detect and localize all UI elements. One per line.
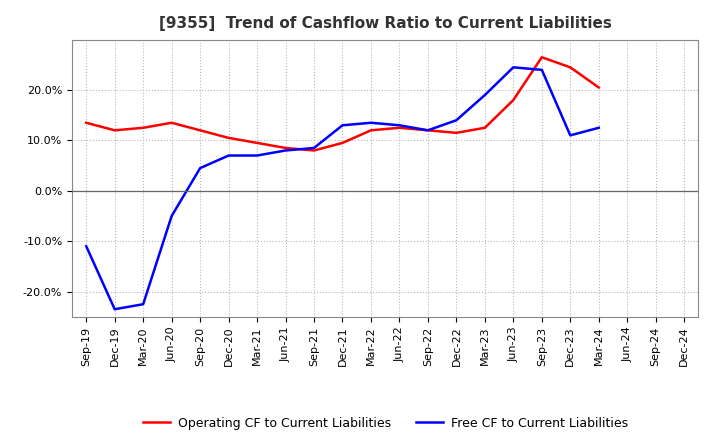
Free CF to Current Liabilities [110, 307, 119, 312]
Operating CF to Current Liabilities [566, 65, 575, 70]
Free CF to Current Liabilities [225, 153, 233, 158]
Operating CF to Current Liabilities [282, 145, 290, 150]
Operating CF to Current Liabilities [338, 140, 347, 146]
Free CF to Current Liabilities [196, 165, 204, 171]
Free CF to Current Liabilities [480, 92, 489, 98]
Free CF to Current Liabilities [253, 153, 261, 158]
Operating CF to Current Liabilities [167, 120, 176, 125]
Operating CF to Current Liabilities [366, 128, 375, 133]
Operating CF to Current Liabilities [82, 120, 91, 125]
Free CF to Current Liabilities [366, 120, 375, 125]
Line: Free CF to Current Liabilities: Free CF to Current Liabilities [86, 67, 599, 309]
Free CF to Current Liabilities [282, 148, 290, 153]
Free CF to Current Liabilities [139, 301, 148, 307]
Free CF to Current Liabilities [167, 213, 176, 219]
Operating CF to Current Liabilities [139, 125, 148, 130]
Free CF to Current Liabilities [338, 123, 347, 128]
Operating CF to Current Liabilities [196, 128, 204, 133]
Free CF to Current Liabilities [566, 133, 575, 138]
Free CF to Current Liabilities [310, 145, 318, 150]
Free CF to Current Liabilities [82, 244, 91, 249]
Operating CF to Current Liabilities [480, 125, 489, 130]
Operating CF to Current Liabilities [452, 130, 461, 136]
Legend: Operating CF to Current Liabilities, Free CF to Current Liabilities: Operating CF to Current Liabilities, Fre… [138, 412, 633, 435]
Operating CF to Current Liabilities [310, 148, 318, 153]
Operating CF to Current Liabilities [110, 128, 119, 133]
Free CF to Current Liabilities [452, 117, 461, 123]
Operating CF to Current Liabilities [253, 140, 261, 146]
Operating CF to Current Liabilities [509, 97, 518, 103]
Free CF to Current Liabilities [423, 128, 432, 133]
Operating CF to Current Liabilities [537, 55, 546, 60]
Free CF to Current Liabilities [509, 65, 518, 70]
Free CF to Current Liabilities [595, 125, 603, 130]
Operating CF to Current Liabilities [395, 125, 404, 130]
Free CF to Current Liabilities [537, 67, 546, 73]
Line: Operating CF to Current Liabilities: Operating CF to Current Liabilities [86, 57, 599, 150]
Operating CF to Current Liabilities [225, 135, 233, 140]
Operating CF to Current Liabilities [595, 85, 603, 90]
Title: [9355]  Trend of Cashflow Ratio to Current Liabilities: [9355] Trend of Cashflow Ratio to Curren… [159, 16, 611, 32]
Free CF to Current Liabilities [395, 123, 404, 128]
Operating CF to Current Liabilities [423, 128, 432, 133]
